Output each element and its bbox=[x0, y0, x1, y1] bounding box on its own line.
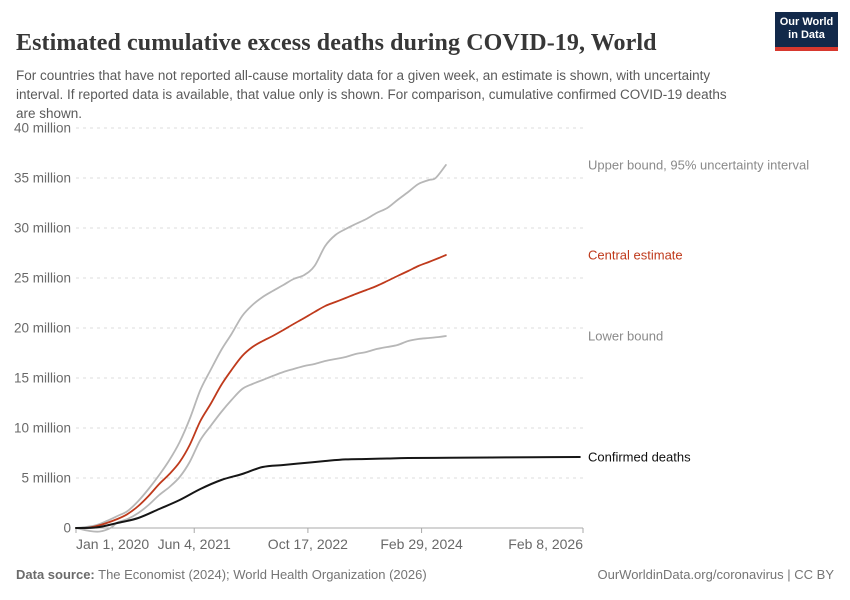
chart-subtitle: For countries that have not reported all… bbox=[16, 67, 727, 122]
x-tick-label: Jan 1, 2020 bbox=[76, 536, 150, 552]
series-line-central-estimate bbox=[75, 254, 447, 530]
x-tick-label: Feb 8, 2026 bbox=[508, 536, 583, 552]
data-source: Data source: The Economist (2024); World… bbox=[16, 567, 427, 582]
series-label-confirmed-deaths: Confirmed deaths bbox=[588, 449, 691, 465]
y-tick-label: 25 million bbox=[13, 270, 71, 286]
chart-footer: Data source: The Economist (2024); World… bbox=[16, 567, 834, 582]
data-source-text: The Economist (2024); World Health Organ… bbox=[94, 567, 427, 582]
x-tick-label: Oct 17, 2022 bbox=[267, 536, 348, 552]
y-tick-label: 20 million bbox=[13, 320, 71, 336]
data-source-label: Data source: bbox=[16, 567, 95, 582]
chart-title: Estimated cumulative excess deaths durin… bbox=[16, 30, 657, 57]
series-line-lower-bound bbox=[75, 335, 447, 533]
owid-footer-link[interactable]: OurWorldinData.org/coronavirus | CC BY bbox=[597, 567, 834, 582]
y-tick-label: 10 million bbox=[13, 420, 71, 436]
series-label-central-estimate: Central estimate bbox=[588, 247, 683, 263]
y-tick-label: 5 million bbox=[21, 470, 71, 486]
series-label-upper-bound-95-uncertainty-interval: Upper bound, 95% uncertainty interval bbox=[588, 157, 810, 173]
x-tick-label: Feb 29, 2024 bbox=[380, 536, 463, 552]
series-label-lower-bound: Lower bound bbox=[588, 328, 664, 344]
series-line-upper-bound-95-uncertainty-interval bbox=[75, 164, 447, 529]
owid-logo-line2: in Data bbox=[788, 29, 825, 41]
x-tick-label: Jun 4, 2021 bbox=[157, 536, 231, 552]
series-line-confirmed-deaths bbox=[75, 456, 581, 529]
y-tick-label: 15 million bbox=[13, 370, 71, 386]
owid-logo[interactable]: Our World in Data bbox=[775, 12, 838, 51]
owid-logo-line1: Our World bbox=[779, 16, 834, 28]
y-tick-label: 30 million bbox=[13, 220, 71, 236]
y-tick-label: 40 million bbox=[13, 120, 71, 136]
y-tick-label: 0 bbox=[63, 520, 71, 536]
y-tick-label: 35 million bbox=[13, 170, 71, 186]
